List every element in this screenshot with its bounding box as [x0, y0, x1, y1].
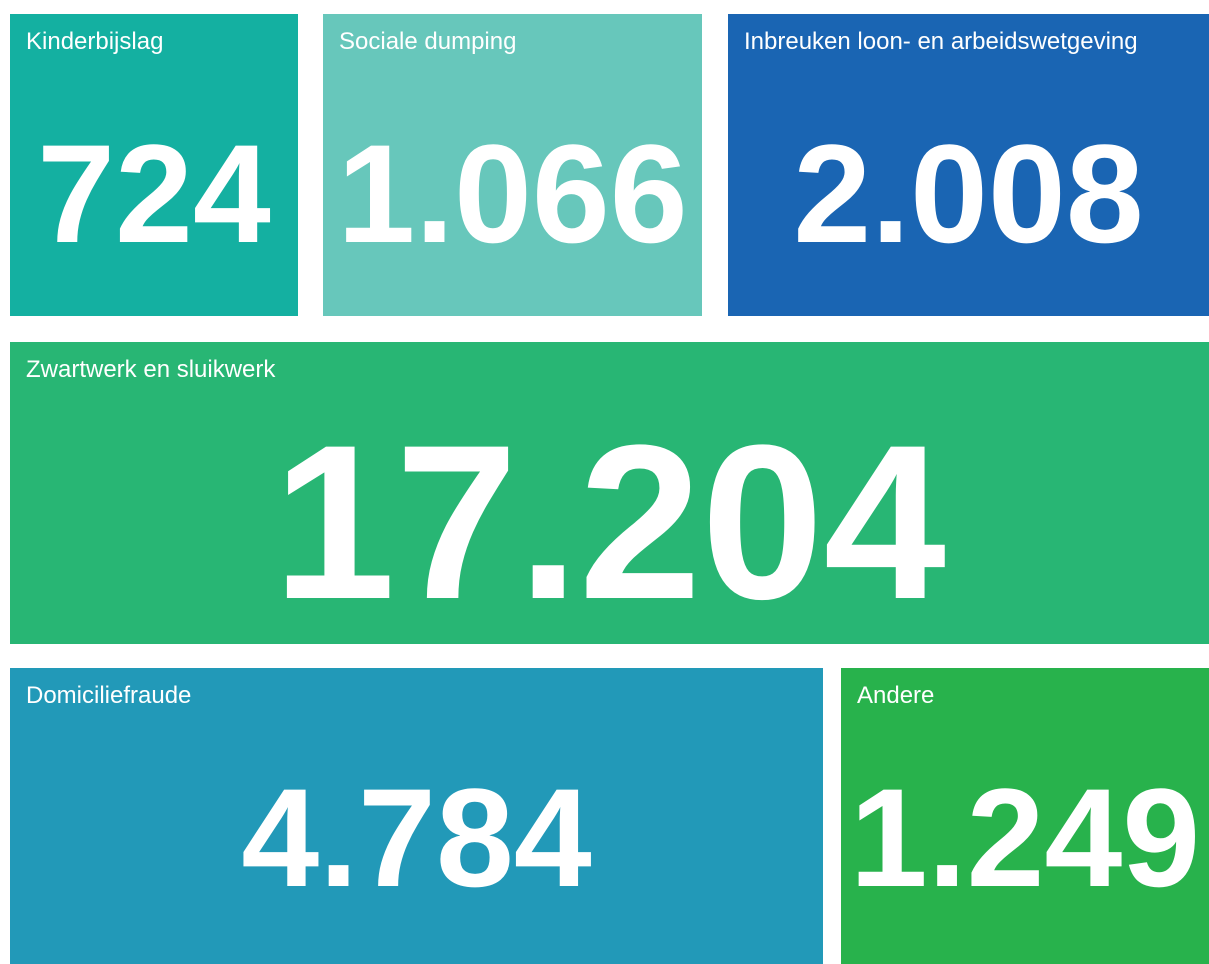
tile-value: 4.784 — [241, 759, 592, 916]
tile: Andere 1.249 — [841, 668, 1209, 964]
tile: Inbreuken loon- en arbeidswetgeving 2.00… — [728, 14, 1209, 316]
tile: Kinderbijslag 724 — [10, 14, 298, 316]
tile-label: Kinderbijslag — [26, 28, 164, 55]
tile-value: 2.008 — [793, 115, 1144, 272]
tile: Domiciliefraude 4.784 — [10, 668, 823, 964]
tile-value: 1.249 — [849, 759, 1201, 916]
tile-label: Zwartwerk en sluikwerk — [26, 356, 276, 383]
tile-label: Sociale dumping — [339, 28, 517, 55]
tile-label: Domiciliefraude — [26, 682, 192, 709]
tile: Zwartwerk en sluikwerk 17.204 — [10, 342, 1209, 644]
tile-value: 1.066 — [337, 115, 688, 272]
tile-value: 724 — [37, 115, 271, 272]
tile-label: Inbreuken loon- en arbeidswetgeving — [744, 28, 1138, 55]
tile-label: Andere — [857, 682, 935, 709]
tile-value: 17.204 — [273, 399, 946, 644]
tile: Sociale dumping 1.066 — [323, 14, 702, 316]
